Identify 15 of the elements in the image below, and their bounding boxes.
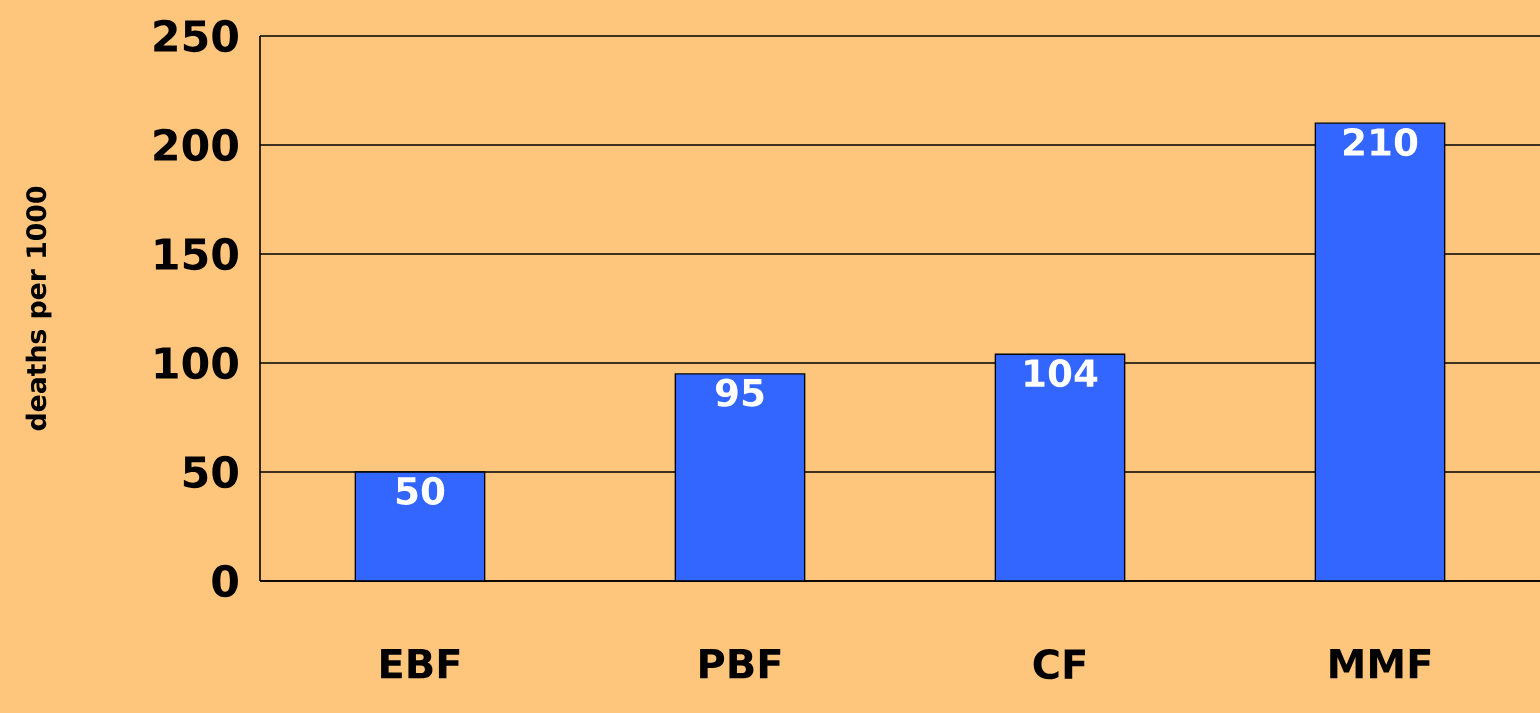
x-tick-label: EBF [381,649,460,679]
y-tick-label: 250 [154,19,238,53]
data-label: 210 [1344,127,1418,157]
data-label: 50 [396,476,445,505]
y-tick-label: 200 [154,128,238,162]
y-tick-label: 100 [155,346,238,380]
data-label: 104 [1025,358,1098,388]
y-axis-title: deaths per 1000 [25,186,52,431]
y-tick-label: 150 [155,237,238,271]
y-tick-label: 0 [212,564,238,598]
x-tick-label: MMF [1330,649,1431,679]
data-label: 95 [715,378,764,407]
y-tick-label: 50 [183,455,238,489]
x-tick-label: CF [1033,649,1085,680]
x-tick-label: PBF [700,649,781,679]
